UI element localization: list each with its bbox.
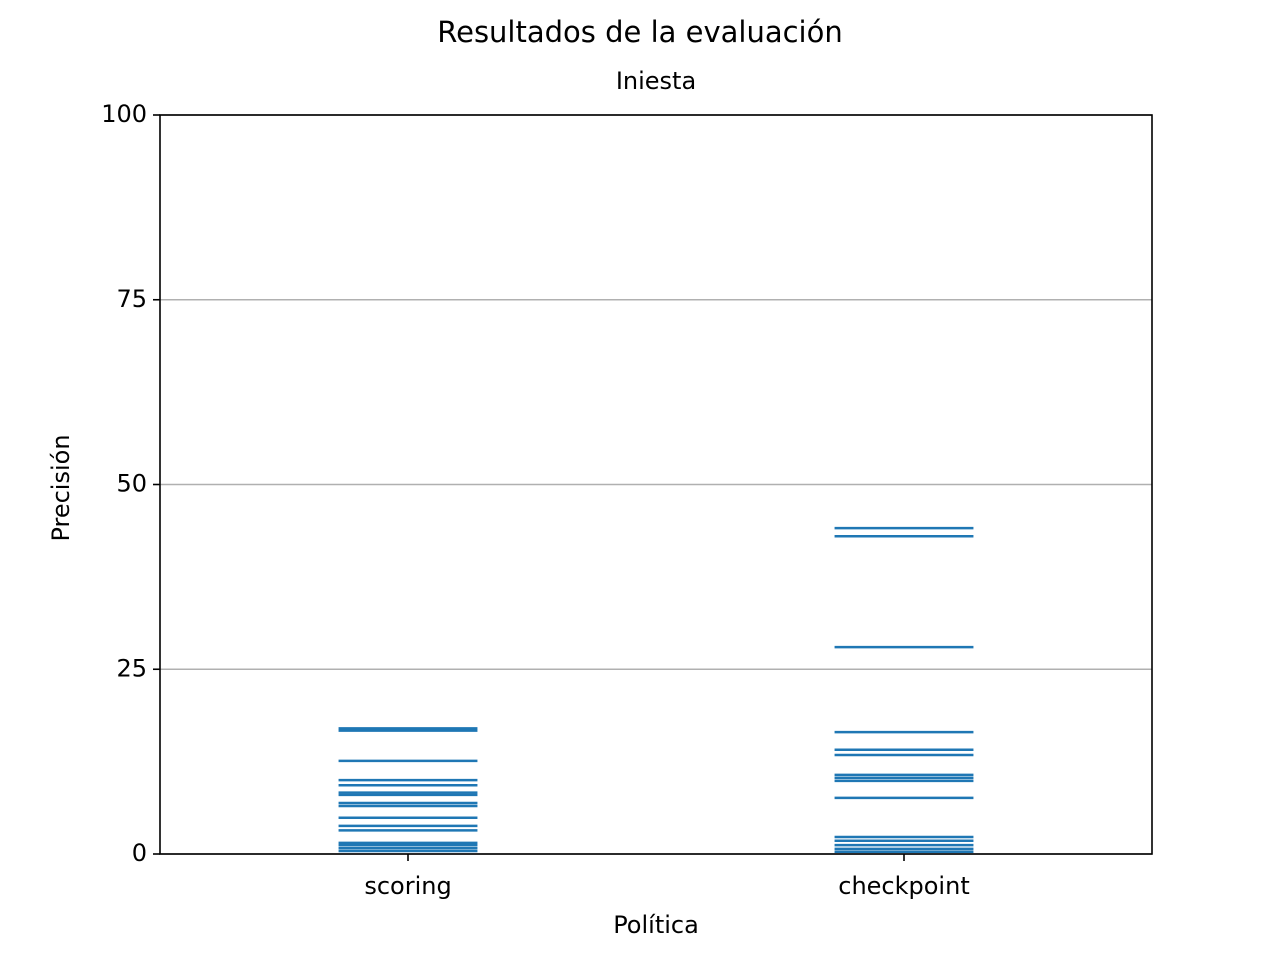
chart-title: Resultados de la evaluación xyxy=(437,15,842,49)
y-tick-label: 25 xyxy=(116,654,147,682)
y-tick-label: 75 xyxy=(116,285,147,313)
x-axis-label: Política xyxy=(613,911,699,939)
x-tick-label: scoring xyxy=(364,872,451,900)
y-tick-label: 100 xyxy=(101,100,147,128)
chart-subtitle: Iniesta xyxy=(616,67,696,95)
y-tick-label: 50 xyxy=(116,470,147,498)
x-tick-label: checkpoint xyxy=(838,872,969,900)
y-axis-label: Precisión xyxy=(47,434,75,541)
y-tick-label: 0 xyxy=(132,839,147,867)
plot-frame xyxy=(159,114,1153,855)
